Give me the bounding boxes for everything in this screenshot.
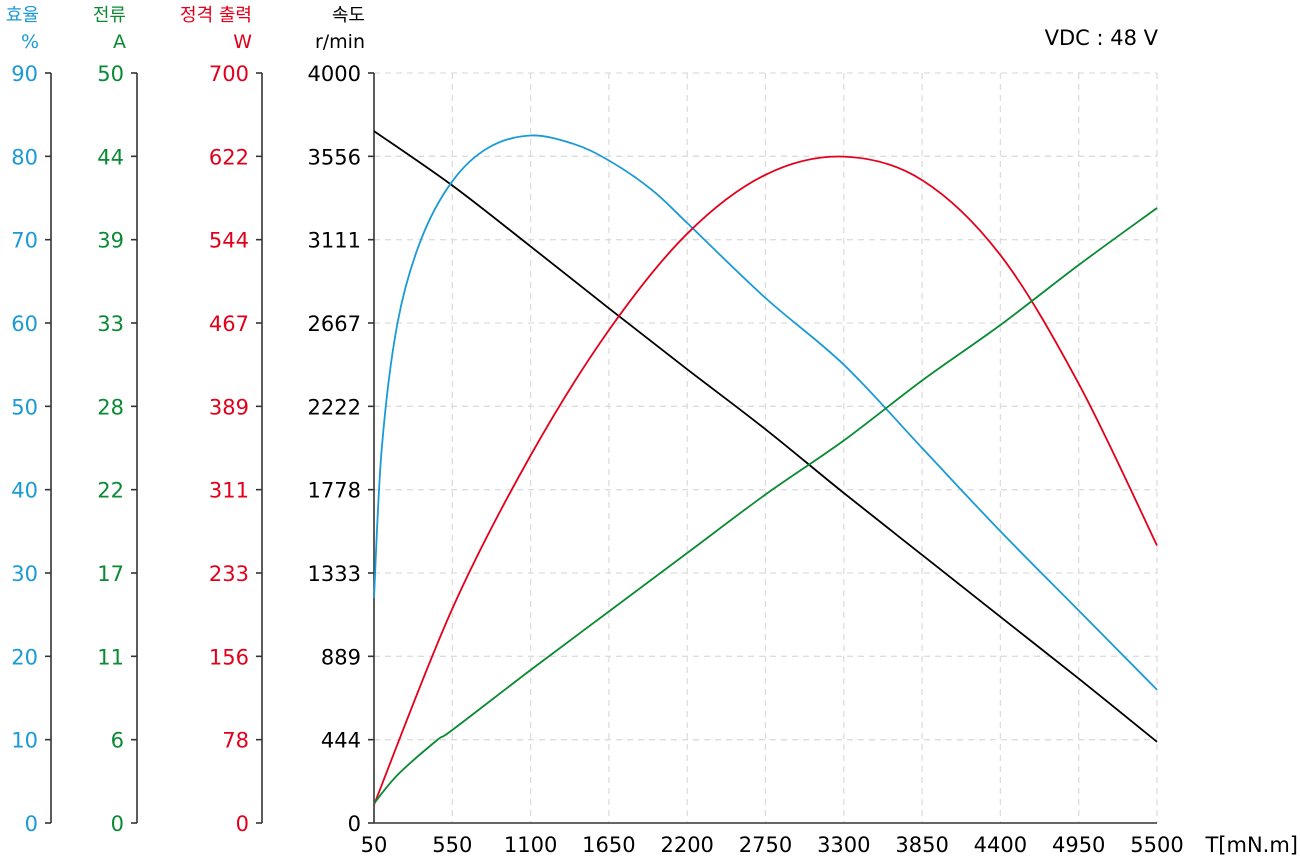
power-curve	[373, 155, 1158, 806]
power-tick-label: 467	[209, 312, 249, 336]
efficiency-axis-title: 효율	[6, 5, 39, 26]
power-tick-label: 311	[209, 479, 249, 503]
x-tick-label: 1650	[582, 833, 635, 857]
axes	[45, 72, 1157, 824]
current-tick-label: 22	[97, 479, 124, 503]
x-axis-title: T[mN.m]	[1204, 833, 1298, 857]
x-tick-label: 4950	[1052, 833, 1105, 857]
efficiency-tick-label: 20	[11, 645, 38, 669]
efficiency-tick-label: 40	[11, 479, 38, 503]
current-tick-label: 44	[97, 145, 124, 169]
speed-tick-label: 889	[321, 645, 361, 669]
axis-labels: 0 10 20 30 40 50 60 70 80 90 효율% 0 6 11 17 22 28 33 39 44 50…	[6, 5, 1298, 857]
speed-tick-label: 3111	[308, 229, 361, 253]
x-tick-label: 5500	[1130, 833, 1183, 857]
current-tick-label: 11	[97, 645, 124, 669]
efficiency-tick-label: 30	[11, 562, 38, 586]
power-axis-title: 정격 출력	[180, 5, 252, 26]
power-tick-label: 700	[209, 62, 249, 86]
x-tick-label: 3300	[817, 833, 870, 857]
speed-tick-label: 2222	[308, 395, 361, 419]
vdc-annotation: VDC : 48 V	[1045, 26, 1159, 50]
current-tick-label: 33	[97, 312, 124, 336]
current-curve	[373, 207, 1158, 805]
efficiency-axis-unit: %	[21, 31, 39, 53]
current-axis-title: 전류	[93, 5, 126, 26]
power-tick-label: 233	[209, 562, 249, 586]
efficiency-tick-label: 70	[11, 229, 38, 253]
current-axis-unit: A	[113, 31, 126, 53]
efficiency-tick-label: 50	[11, 395, 38, 419]
power-tick-label: 0	[236, 812, 249, 836]
current-tick-label: 0	[111, 812, 124, 836]
current-tick-label: 28	[97, 395, 124, 419]
power-axis-unit: W	[233, 31, 252, 53]
current-tick-label: 17	[97, 562, 124, 586]
efficiency-tick-label: 60	[11, 312, 38, 336]
power-tick-label: 78	[222, 729, 249, 753]
x-tick-label: 2750	[739, 833, 792, 857]
efficiency-tick-label: 10	[11, 729, 38, 753]
speed-axis-unit: r/min	[315, 31, 365, 53]
speed-tick-label: 4000	[308, 62, 361, 86]
efficiency-curve	[373, 134, 1158, 691]
efficiency-tick-label: 80	[11, 145, 38, 169]
speed-curve	[373, 130, 1158, 743]
x-tick-label: 4400	[974, 833, 1027, 857]
power-tick-label: 156	[209, 645, 249, 669]
x-tick-label: 2200	[660, 833, 713, 857]
power-tick-label: 544	[209, 229, 249, 253]
speed-tick-label: 444	[321, 729, 361, 753]
speed-tick-label: 3556	[308, 145, 361, 169]
current-tick-label: 6	[111, 729, 124, 753]
x-tick-label: 550	[432, 833, 472, 857]
x-tick-label: 50	[361, 833, 388, 857]
power-tick-label: 622	[209, 145, 249, 169]
efficiency-tick-label: 0	[25, 812, 38, 836]
grid	[374, 72, 1158, 823]
current-tick-label: 39	[97, 229, 124, 253]
efficiency-tick-label: 90	[11, 62, 38, 86]
current-tick-label: 50	[97, 62, 124, 86]
speed-axis-title: 속도	[332, 5, 365, 26]
speed-tick-label: 2667	[308, 312, 361, 336]
speed-tick-label: 1333	[308, 562, 361, 586]
series-lines	[373, 130, 1158, 806]
speed-tick-label: 0	[348, 812, 361, 836]
speed-tick-label: 1778	[308, 479, 361, 503]
power-tick-label: 389	[209, 395, 249, 419]
x-tick-label: 3850	[895, 833, 948, 857]
x-tick-label: 1100	[504, 833, 557, 857]
